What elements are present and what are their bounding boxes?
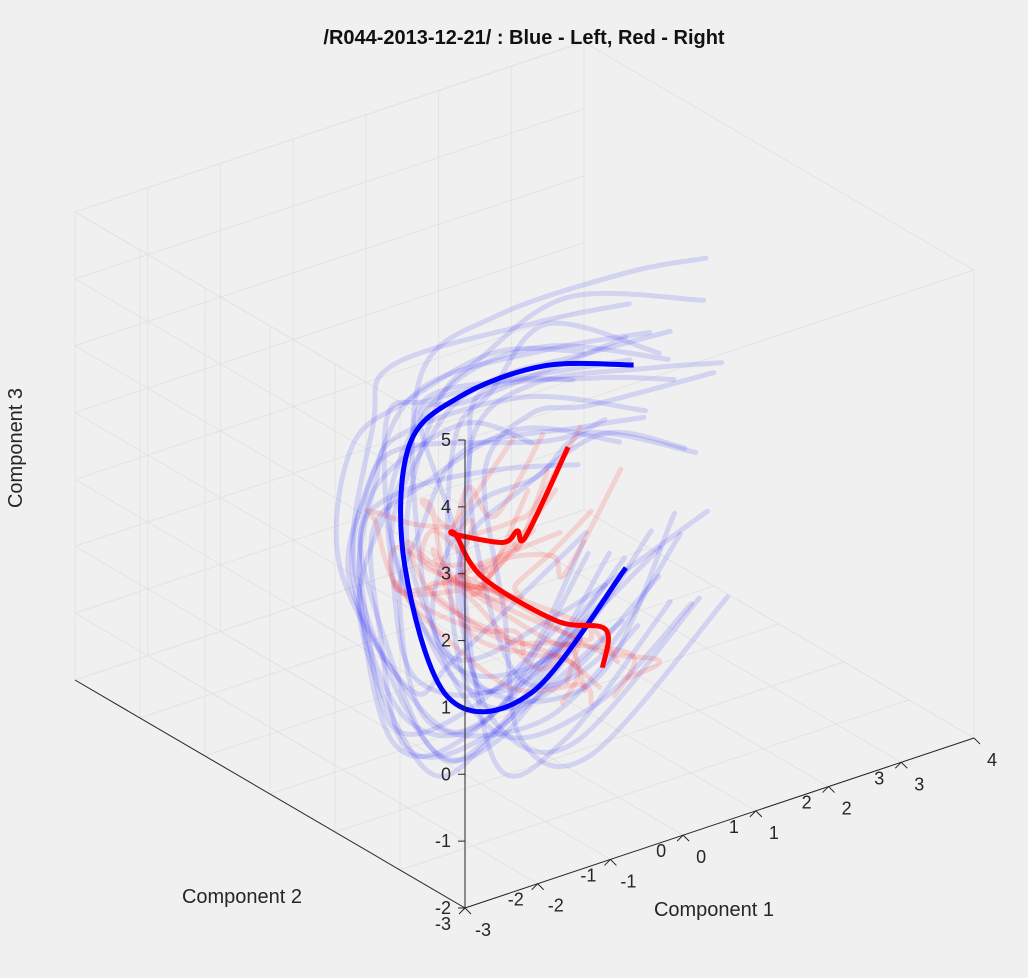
x-tick-mark [973,737,981,745]
trial-trajectory [454,466,663,681]
trial-trajectory [350,330,653,765]
trial-trajectory [409,255,710,663]
y-tick-label: 1 [729,817,739,837]
box-edge [74,41,585,213]
grid-line-back-z [74,108,585,280]
series-blue-left-line [398,360,634,715]
x-tick-mark [610,859,617,866]
z-axis-label: Component 3 [5,388,27,508]
x-tick-label: 1 [769,823,779,843]
x-tick-label: 4 [987,750,997,770]
y-tick-mark [531,883,539,891]
grid-line-floor-y [399,699,910,871]
chart-title: /R044-2013-12-21/ : Blue - Left, Red - R… [323,27,725,49]
trial-trajectory [429,429,699,741]
x-tick-mark [464,907,472,915]
trial-trajectory [391,530,594,706]
x-axis-line [464,737,975,909]
y-tick-mark [676,834,684,842]
trial-trajectory [345,417,611,735]
z-tick-label: 4 [441,497,451,517]
trial-trajectory [466,360,725,689]
box-edge [464,269,975,441]
grid-line-back-z [74,442,585,614]
x-axis-label: Component 1 [654,899,774,921]
box-edge [583,509,975,739]
x-tick-label: 2 [842,799,852,819]
z-tick-label: 0 [441,764,451,784]
grid-line-floor-y [139,547,650,719]
y-tick-mark [894,761,902,769]
trial-trajectory [419,432,590,628]
y-tick-mark [822,786,829,793]
trial-trajectory [454,424,620,664]
trial-trajectory [426,508,638,699]
y-tick-mark [458,907,466,915]
trial-trajectory [333,345,589,697]
trial-trajectory [389,328,673,679]
grid-line-floor-y [269,623,780,795]
grid-line-left-z [74,278,466,508]
trial-trajectory [404,290,707,704]
z-tick-label: 3 [441,564,451,584]
y-tick-label: 3 [874,768,884,788]
y-axis-line [74,679,466,909]
grid-layer [74,41,975,909]
trial-trajectory [459,374,677,779]
x-tick-mark [537,883,545,891]
y-tick-label: 2 [802,793,812,813]
y-tick-label: -2 [508,890,524,910]
y-tick-mark [749,810,757,818]
grid-line-floor-y [334,661,845,833]
y-tick-label: 0 [656,841,666,861]
series-red-right-line [448,446,611,669]
x-tick-mark [755,810,763,818]
grid-line-floor-y [204,585,715,757]
y-axis-label: Component 2 [182,886,302,908]
trial-trajectory [367,425,625,760]
y-tick-label: -1 [580,865,596,885]
x-tick-label: -3 [475,920,491,940]
trajectory-layer [333,255,730,779]
x-tick-label: 0 [696,847,706,867]
z-tick-label: 5 [441,430,451,450]
trial-trajectory [444,320,662,712]
x-tick-mark [682,834,690,842]
trial-trajectory [357,462,583,763]
y-tick-label: -3 [435,914,451,934]
trial-trajectory [404,488,581,706]
trial-trajectory [396,414,647,739]
z-tick-label: -2 [435,898,451,918]
grid-line-back-z [74,308,585,480]
box-edge [583,41,975,271]
x-tick-label: -1 [620,871,636,891]
x-tick-label: 3 [914,774,924,794]
z-tick-label: 2 [441,631,451,651]
box-edge [74,509,585,681]
x-tick-mark [900,761,908,769]
y-tick-mark [604,859,611,866]
trial-trajectory [356,393,649,759]
trial-trajectory [430,527,602,690]
trial-trajectory [417,334,629,695]
x-tick-label: -2 [548,896,564,916]
trial-trajectory [481,370,730,769]
x-tick-mark [828,786,835,793]
z-tick-label: -1 [435,831,451,851]
trial-trajectory [454,429,702,755]
grid-line-back-z [74,375,585,547]
trial-trajectory [349,301,632,739]
box-edge [74,211,466,441]
trial-trajectory [386,343,671,696]
z-tick-label: 1 [441,697,451,717]
grid-line-back-z [74,175,585,347]
grid-line-back-z [74,242,585,414]
